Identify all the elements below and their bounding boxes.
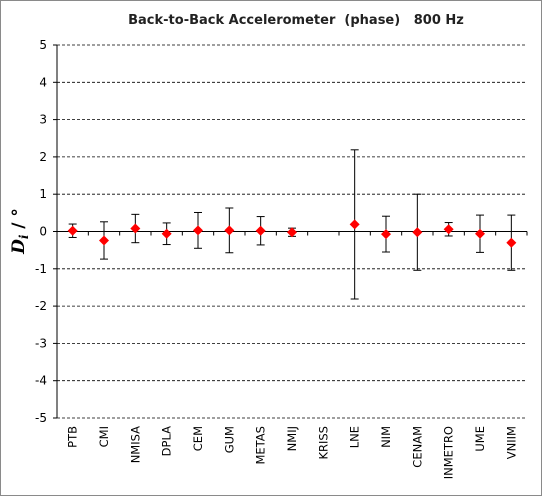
- x-tick-label: CMI: [97, 426, 111, 447]
- data-points: [67, 219, 517, 248]
- data-point: [287, 227, 297, 238]
- data-point: [443, 224, 454, 235]
- x-tick-label: VNIIM: [504, 426, 518, 459]
- y-tick-label: -4: [35, 374, 47, 388]
- y-tick-label: -3: [35, 336, 47, 350]
- x-tick-label: NMIJ: [285, 426, 299, 451]
- data-point: [506, 237, 517, 248]
- x-tick-label: DPLA: [160, 426, 174, 456]
- y-tick-label: -2: [35, 299, 47, 313]
- x-tick-label: PTB: [66, 426, 80, 448]
- data-point: [224, 225, 235, 236]
- y-tick-label: 0: [39, 225, 47, 239]
- x-tick-label: NMISA: [128, 426, 142, 463]
- error-bars: [68, 149, 516, 300]
- data-point: [161, 228, 172, 239]
- data-point: [130, 223, 141, 234]
- x-tick-label: UME: [473, 426, 487, 452]
- data-point: [349, 219, 360, 230]
- data-point: [99, 235, 109, 246]
- data-point: [475, 228, 485, 239]
- x-tick-labels: PTB CMI NMISA DPLA CEM GUM METAS NMIJ KRISS LNE NI…: [66, 426, 519, 479]
- data-point: [381, 229, 391, 240]
- x-tick-label: INMETRO: [442, 426, 456, 479]
- x-tick-label: GUM: [222, 426, 236, 453]
- x-tick-label: KRISS: [316, 426, 330, 460]
- x-tick-label: METAS: [254, 426, 268, 465]
- y-tick-label: 2: [39, 150, 47, 164]
- y-tick-label: -1: [35, 262, 47, 276]
- x-tick-label: CENAM: [410, 426, 424, 468]
- chart-title: Back-to-Back Accelerometer (phase) 800 H…: [128, 13, 464, 28]
- x-tick-label: CEM: [191, 426, 205, 451]
- y-tick-label: 4: [39, 75, 47, 89]
- y-axis-label: Di / °: [9, 208, 31, 255]
- data-point: [193, 225, 203, 236]
- data-point: [67, 225, 78, 236]
- data-point: [255, 225, 266, 236]
- y-tick-label: -5: [35, 411, 47, 425]
- x-tick-label: LNE: [348, 426, 362, 448]
- data-point: [412, 227, 423, 238]
- y-tick-labels: 5 4 3 2 1 0 -1 -2 -3 -4 -5: [35, 38, 47, 425]
- x-tick-label: NIM: [379, 426, 393, 448]
- y-tick-label: 1: [39, 187, 47, 201]
- y-tick-label: 3: [39, 113, 47, 127]
- grid-lines: [57, 44, 527, 419]
- y-tick-label: 5: [39, 38, 47, 52]
